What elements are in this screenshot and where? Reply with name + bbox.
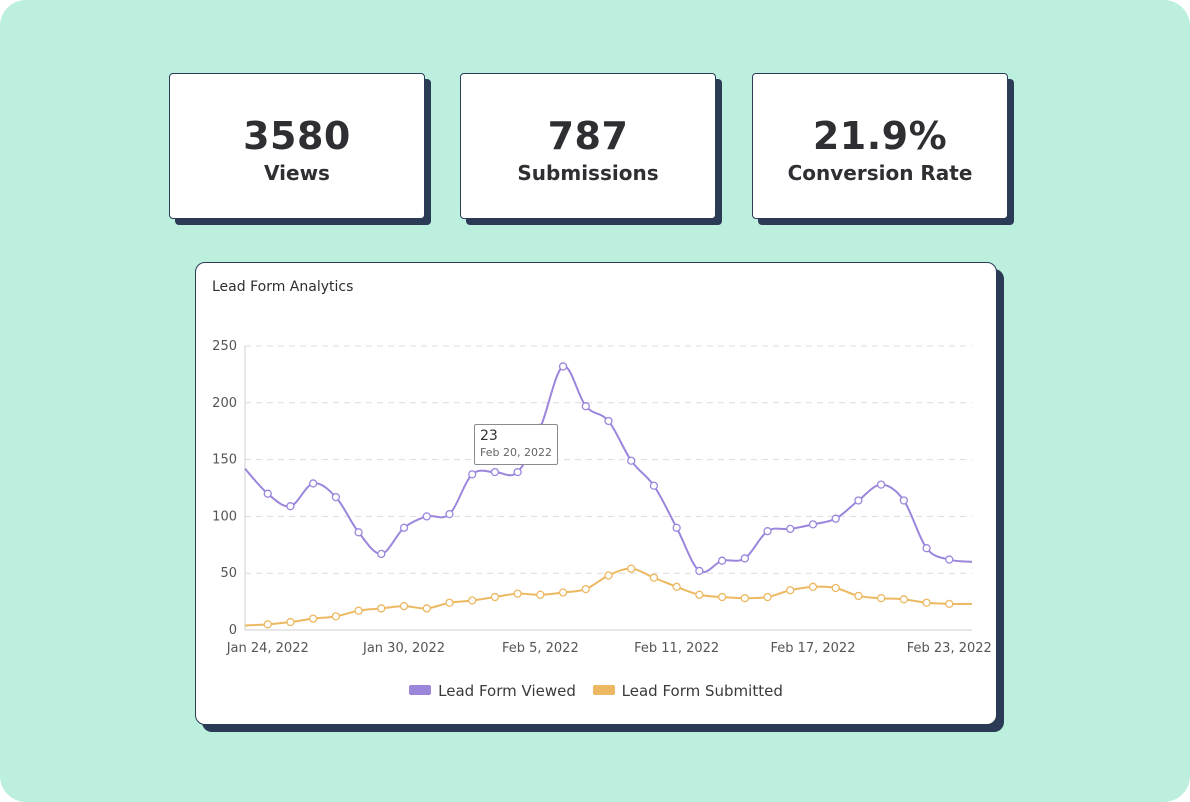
data-point-submitted bbox=[331, 612, 341, 621]
data-point-submitted bbox=[808, 582, 818, 591]
x-tick-label: Feb 11, 2022 bbox=[634, 641, 719, 656]
legend-item-viewed[interactable]: Lead Form Viewed bbox=[409, 682, 576, 700]
data-point-submitted bbox=[581, 584, 590, 594]
data-point-submitted bbox=[263, 620, 272, 629]
data-point-submitted bbox=[695, 590, 704, 599]
data-point-viewed bbox=[945, 555, 954, 564]
data-point-submitted bbox=[536, 590, 545, 599]
data-point-viewed bbox=[309, 479, 318, 488]
data-point-submitted bbox=[354, 606, 363, 615]
line-chart[interactable]: 0 50 100 150 200 250 Jan 24, 2022 Jan 30, 2022 F… bbox=[196, 263, 996, 723]
x-tick-label: Feb 17, 2022 bbox=[770, 641, 855, 656]
data-point-viewed bbox=[808, 520, 818, 529]
data-point-submitted bbox=[899, 595, 908, 604]
data-point-viewed bbox=[649, 481, 659, 490]
data-point-submitted bbox=[490, 592, 500, 602]
data-point-submitted bbox=[286, 617, 295, 627]
y-tick-label: 0 bbox=[229, 623, 237, 638]
y-tick-label: 200 bbox=[212, 396, 237, 411]
data-point-submitted bbox=[627, 564, 636, 573]
data-point-viewed bbox=[740, 554, 749, 563]
data-point-viewed bbox=[331, 492, 341, 502]
tooltip-value: 23 bbox=[480, 428, 498, 444]
conversion-rate-label: Conversion Rate bbox=[787, 161, 973, 185]
data-point-viewed bbox=[490, 467, 500, 477]
data-point-viewed bbox=[786, 524, 795, 534]
data-point-submitted bbox=[672, 582, 681, 591]
data-point-submitted bbox=[604, 571, 613, 580]
data-point-viewed bbox=[399, 523, 409, 532]
data-point-viewed bbox=[263, 489, 272, 498]
data-point-submitted bbox=[945, 599, 954, 609]
data-point-submitted bbox=[740, 594, 749, 603]
submissions-value: 787 bbox=[547, 114, 629, 158]
views-value: 3580 bbox=[243, 114, 351, 158]
data-point-viewed bbox=[377, 549, 386, 559]
data-point-submitted bbox=[558, 588, 568, 597]
x-tick-label: Jan 30, 2022 bbox=[362, 641, 445, 656]
y-tick-label: 50 bbox=[220, 566, 237, 581]
data-point-viewed bbox=[627, 456, 636, 465]
data-point-viewed bbox=[445, 509, 454, 519]
data-point-viewed bbox=[354, 528, 363, 537]
data-point-submitted bbox=[445, 598, 454, 607]
data-point-viewed bbox=[717, 556, 727, 565]
data-point-viewed bbox=[422, 512, 431, 521]
data-point-submitted bbox=[309, 614, 318, 623]
data-point-viewed bbox=[831, 514, 840, 523]
data-point-submitted bbox=[422, 604, 431, 613]
conversion-rate-stat-card: 21.9% Conversion Rate bbox=[752, 73, 1008, 219]
data-point-submitted bbox=[717, 592, 727, 602]
data-point-submitted bbox=[876, 594, 886, 603]
conversion-rate-value: 21.9% bbox=[812, 114, 948, 158]
data-point-viewed bbox=[854, 496, 863, 505]
data-point-viewed bbox=[695, 566, 704, 576]
tooltip-date: Feb 20, 2022 bbox=[480, 446, 552, 459]
views-stat-card: 3580 Views bbox=[169, 73, 425, 219]
data-point-submitted bbox=[831, 583, 840, 593]
data-point-submitted bbox=[468, 596, 477, 605]
legend-swatch-submitted bbox=[592, 685, 615, 695]
submissions-label: Submissions bbox=[517, 161, 659, 185]
data-point-viewed bbox=[899, 496, 908, 505]
chart-tooltip: 23 Feb 20, 2022 bbox=[474, 424, 558, 465]
data-point-submitted bbox=[399, 601, 409, 611]
data-point-submitted bbox=[377, 604, 386, 613]
data-point-submitted bbox=[649, 573, 659, 582]
data-point-viewed bbox=[286, 502, 295, 511]
series-line-viewed bbox=[244, 365, 973, 574]
legend-label-viewed: Lead Form Viewed bbox=[438, 682, 576, 700]
y-tick-label: 100 bbox=[212, 509, 237, 524]
y-tick-label: 150 bbox=[212, 453, 237, 468]
data-point-viewed bbox=[558, 362, 568, 371]
legend-label-submitted: Lead Form Submitted bbox=[621, 682, 783, 700]
submissions-stat-card: 787 Submissions bbox=[460, 73, 716, 219]
x-tick-label: Jan 24, 2022 bbox=[226, 641, 309, 656]
data-point-submitted bbox=[513, 589, 522, 598]
chart-title: Lead Form Analytics bbox=[212, 279, 354, 295]
legend-item-submitted[interactable]: Lead Form Submitted bbox=[592, 682, 783, 700]
x-tick-label: Feb 23, 2022 bbox=[907, 641, 992, 656]
legend-swatch-viewed bbox=[409, 685, 432, 695]
lead-form-analytics-card: 0 50 100 150 200 250 Jan 24, 2022 Jan 30, 2022 F… bbox=[195, 262, 997, 725]
data-point-viewed bbox=[763, 527, 772, 536]
data-point-viewed bbox=[876, 480, 886, 489]
data-point-viewed bbox=[604, 416, 613, 426]
y-tick-label: 250 bbox=[212, 339, 237, 354]
data-point-viewed bbox=[922, 544, 931, 553]
views-label: Views bbox=[264, 161, 330, 185]
data-point-submitted bbox=[854, 591, 863, 601]
chart-legend: Lead Form Viewed Lead Form Submitted bbox=[196, 682, 996, 700]
data-point-viewed bbox=[672, 523, 681, 532]
data-point-viewed bbox=[581, 402, 590, 411]
data-point-viewed bbox=[468, 470, 477, 479]
x-tick-label: Feb 5, 2022 bbox=[502, 641, 579, 656]
data-point-submitted bbox=[763, 592, 772, 602]
data-point-viewed bbox=[513, 467, 522, 477]
data-point-submitted bbox=[786, 586, 795, 595]
data-point-submitted bbox=[922, 598, 931, 607]
